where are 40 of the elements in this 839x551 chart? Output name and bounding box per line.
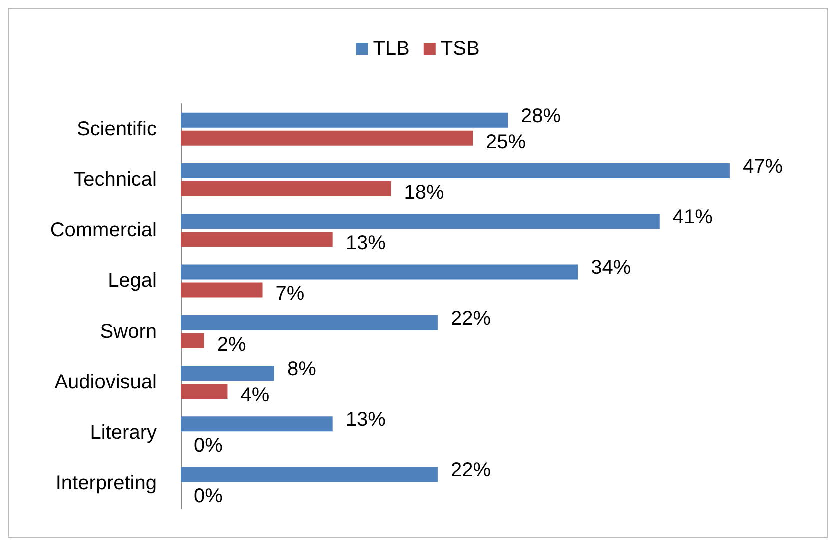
bar — [181, 366, 274, 381]
bar — [181, 163, 730, 178]
bar — [181, 264, 578, 280]
data-label: 8% — [287, 358, 317, 380]
data-label: 0% — [194, 486, 224, 508]
bar — [181, 282, 263, 298]
y-tick-label: Legal — [108, 270, 157, 292]
data-label: 22% — [450, 460, 492, 482]
bar — [181, 315, 438, 330]
bar — [181, 181, 392, 196]
data-label: 13% — [346, 232, 386, 255]
bar — [181, 333, 204, 348]
bar — [181, 384, 228, 399]
y-tick-label: Audiovisual — [54, 371, 157, 394]
data-label: 47% — [742, 156, 784, 178]
bar — [181, 232, 333, 248]
data-label: 41% — [672, 206, 714, 229]
y-tick-label: Scientific — [76, 118, 157, 140]
legend-label: TSB — [440, 38, 480, 60]
data-label: 18% — [404, 182, 444, 204]
y-tick-label: Commercial — [50, 220, 157, 242]
bar — [181, 214, 660, 230]
y-tick-label: Sworn — [100, 320, 157, 343]
bar — [181, 112, 508, 128]
data-label: 34% — [591, 257, 632, 280]
data-label: 4% — [240, 384, 270, 406]
data-label: 2% — [217, 334, 246, 356]
legend-label: TLB — [373, 38, 410, 60]
data-label: 7% — [276, 283, 305, 306]
data-label: 0% — [194, 435, 224, 458]
data-label: 28% — [521, 105, 562, 128]
data-label: 22% — [450, 308, 492, 330]
data-label: 25% — [486, 131, 526, 154]
data-label: 13% — [346, 409, 386, 432]
bar — [181, 416, 333, 432]
y-tick-label: Technical — [74, 168, 157, 191]
bar — [181, 467, 438, 482]
y-tick-label: Interpreting — [56, 472, 157, 495]
y-tick-label: Literary — [90, 422, 157, 444]
bar — [181, 130, 473, 146]
